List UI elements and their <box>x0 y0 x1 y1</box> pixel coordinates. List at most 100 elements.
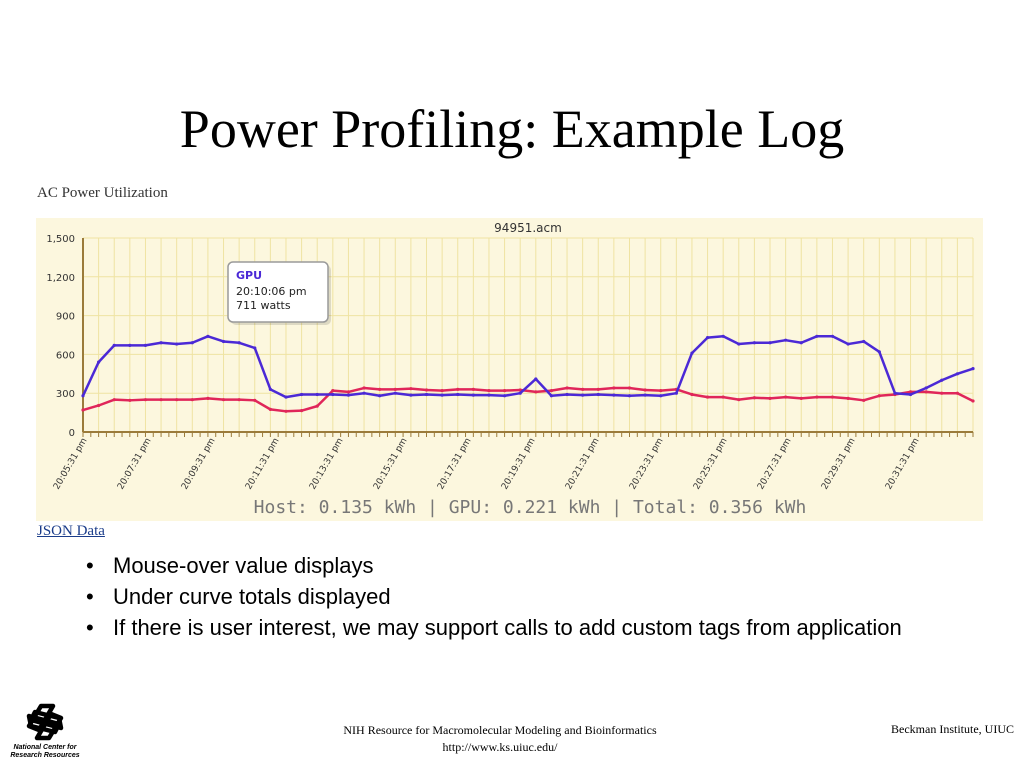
data-point <box>362 391 366 395</box>
data-point <box>315 392 319 397</box>
data-point <box>877 394 881 398</box>
data-point <box>643 388 647 392</box>
data-point <box>253 346 257 350</box>
data-point <box>877 350 881 354</box>
x-tick-label: 20:09:31 pm <box>180 437 218 492</box>
data-point <box>424 392 429 397</box>
power-chart-panel[interactable]: 0 300 600 900 1,200 1,500 20:05:31 pm 20:07:31 … <box>36 218 983 521</box>
data-point <box>815 334 819 338</box>
data-point <box>237 398 241 402</box>
data-point <box>830 395 835 399</box>
series-line <box>82 386 974 413</box>
data-point <box>784 338 788 342</box>
ncrr-knot-logo-icon <box>26 703 64 741</box>
data-point <box>143 398 148 402</box>
data-point <box>752 396 757 400</box>
data-point <box>721 395 725 399</box>
data-point <box>752 341 757 345</box>
x-tick-label: 20:07:31 pm <box>116 437 154 492</box>
data-point <box>799 396 803 400</box>
data-point <box>424 388 429 392</box>
logo-caption-line: Research Resources <box>10 752 80 759</box>
data-point <box>112 398 116 402</box>
data-point <box>862 398 866 402</box>
footer-institution: Beckman Institute, UIUC <box>891 722 1014 736</box>
chart-title: 94951.acm <box>494 221 562 235</box>
section-title: AC Power Utilization <box>37 185 168 201</box>
data-point <box>784 395 788 399</box>
data-point <box>659 389 663 393</box>
y-tick-label: 1,200 <box>46 273 75 284</box>
data-point <box>643 393 647 397</box>
x-tick-label: 20:05:31 pm <box>52 437 90 492</box>
bullet-list: Mouse-over value displays Under curve to… <box>86 550 946 643</box>
x-tick-label: 20:19:31 pm <box>500 437 538 492</box>
data-point <box>393 387 397 391</box>
data-point <box>924 390 928 394</box>
data-point <box>331 389 335 393</box>
data-point <box>190 341 194 345</box>
data-point <box>737 398 741 402</box>
x-tick-label: 20:25:31 pm <box>692 437 730 492</box>
tooltip-value: 711 watts <box>236 299 291 312</box>
data-point <box>940 378 944 382</box>
y-tick-label: 0 <box>69 428 75 439</box>
data-point <box>721 334 725 338</box>
footer-url: http://www.ks.uiuc.edu/ <box>442 740 558 754</box>
data-point <box>518 388 522 392</box>
tooltip-time: 20:10:06 pm <box>236 285 307 298</box>
data-point <box>128 398 132 402</box>
x-tick-label: 20:27:31 pm <box>756 437 794 492</box>
data-point <box>893 391 897 395</box>
data-point <box>627 394 632 398</box>
data-point <box>409 387 413 391</box>
data-point <box>862 339 866 344</box>
data-point <box>627 386 632 390</box>
json-data-link[interactable]: JSON Data <box>37 523 105 539</box>
data-point <box>768 396 772 400</box>
data-point <box>97 403 101 408</box>
data-point <box>331 392 335 397</box>
data-point <box>284 395 288 399</box>
data-point <box>581 387 585 391</box>
data-point <box>378 387 382 391</box>
x-tick-label: 20:31:31 pm <box>884 437 922 492</box>
data-point <box>159 398 163 402</box>
data-point <box>690 392 694 397</box>
data-point <box>378 394 382 398</box>
data-point <box>299 392 304 397</box>
data-point <box>815 395 819 399</box>
data-point <box>565 386 569 390</box>
logo-caption: National Center for Research Resources <box>3 744 87 760</box>
data-point <box>612 393 616 397</box>
y-tick-label: 1,500 <box>46 234 75 245</box>
data-point <box>143 343 148 347</box>
slide-title: Power Profiling: Example Log <box>179 99 845 159</box>
data-point <box>206 334 210 338</box>
ncrr-logo: National Center for Research Resources <box>3 700 87 764</box>
data-point <box>299 409 304 413</box>
logo-caption-line: National Center for <box>13 744 77 751</box>
data-point <box>206 396 210 400</box>
x-tick-label: 20:11:31 pm <box>244 437 282 492</box>
y-tick-label: 900 <box>56 312 75 323</box>
data-point <box>253 398 257 402</box>
data-point <box>502 389 507 393</box>
data-point <box>549 389 554 393</box>
data-point <box>487 389 491 393</box>
x-tick-label: 20:29:31 pm <box>820 437 858 492</box>
series-line <box>81 335 974 399</box>
data-point <box>924 386 928 390</box>
data-point <box>362 386 366 390</box>
data-point <box>534 377 538 381</box>
data-point <box>908 392 913 397</box>
data-point <box>284 409 288 413</box>
x-tick-label: 20:13:31 pm <box>308 437 346 492</box>
footer-resource-name: NIH Resource for Macromolecular Modeling… <box>343 723 657 737</box>
y-tick-label: 300 <box>56 389 75 400</box>
data-point <box>175 398 179 402</box>
data-point <box>112 343 116 347</box>
data-point <box>705 335 710 340</box>
power-chart[interactable]: 0 300 600 900 1,200 1,500 20:05:31 pm 20:07:31 … <box>36 218 983 521</box>
data-point <box>440 393 444 397</box>
